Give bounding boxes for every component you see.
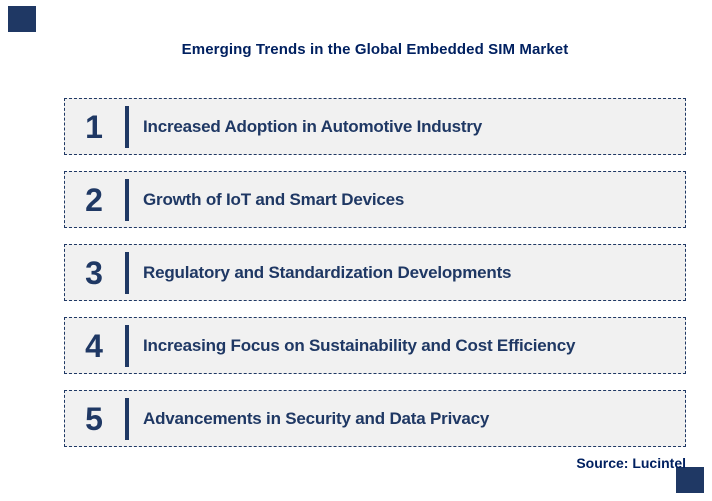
trend-row-2: 2 Growth of IoT and Smart Devices: [64, 171, 686, 228]
trend-number: 2: [85, 181, 103, 218]
divider-bar: [125, 178, 129, 221]
source-attribution: Source: Lucintel: [576, 455, 686, 471]
divider-bar: [125, 105, 129, 148]
trend-label: Increased Adoption in Automotive Industr…: [143, 116, 483, 136]
corner-square-bottom-right-decoration: [676, 467, 704, 493]
trend-label: Growth of IoT and Smart Devices: [143, 189, 405, 209]
trend-number: 1: [85, 108, 103, 145]
trend-label: Regulatory and Standardization Developme…: [143, 262, 512, 282]
divider-bar: [125, 324, 129, 367]
trend-number: 3: [85, 254, 103, 291]
trend-list: 1 Increased Adoption in Automotive Indus…: [64, 98, 686, 463]
trend-row-4: 4 Increasing Focus on Sustainability and…: [64, 317, 686, 374]
trend-number: 4: [85, 327, 103, 364]
trend-row-5: 5 Advancements in Security and Data Priv…: [64, 390, 686, 447]
divider-bar: [125, 251, 129, 294]
trend-label: Advancements in Security and Data Privac…: [143, 408, 490, 428]
trend-row-3: 3 Regulatory and Standardization Develop…: [64, 244, 686, 301]
trend-number: 5: [85, 400, 103, 437]
trend-row-1: 1 Increased Adoption in Automotive Indus…: [64, 98, 686, 155]
corner-square-top-left-decoration: [8, 6, 36, 32]
trend-label: Increasing Focus on Sustainability and C…: [143, 335, 576, 355]
page-title: Emerging Trends in the Global Embedded S…: [181, 41, 569, 58]
divider-bar: [125, 397, 129, 440]
